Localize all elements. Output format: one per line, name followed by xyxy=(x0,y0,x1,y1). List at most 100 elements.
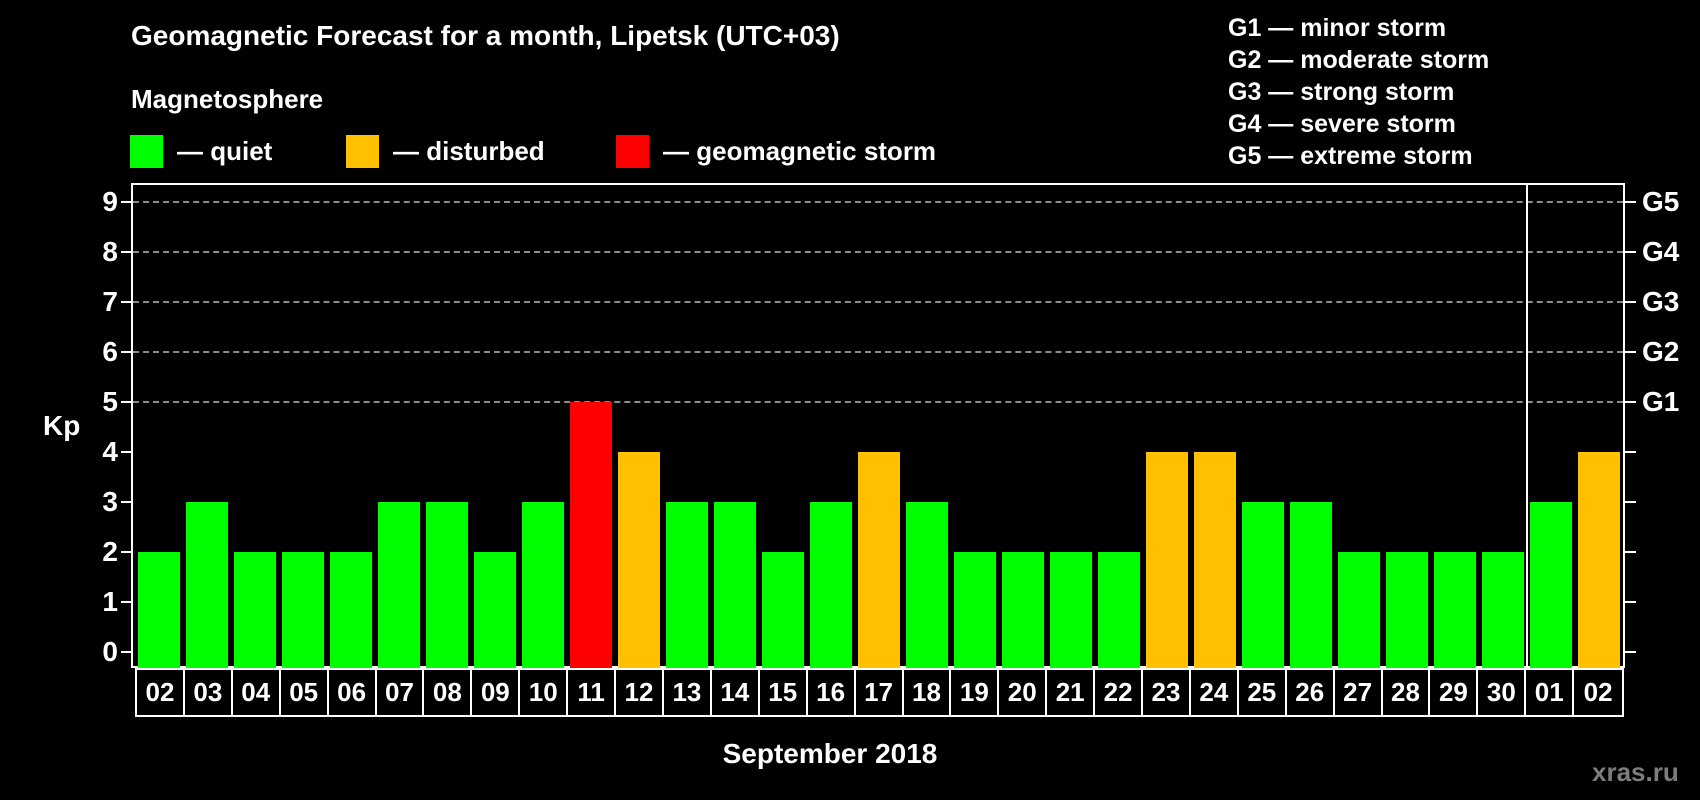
right-tick xyxy=(1625,251,1636,253)
kp-bar-quiet xyxy=(1530,502,1572,668)
kp-bar-quiet xyxy=(522,502,564,668)
kp-bar-quiet xyxy=(1050,552,1092,668)
x-tick-label: 26 xyxy=(1287,669,1335,715)
kp-bar-quiet xyxy=(762,552,804,668)
x-tick-label: 02 xyxy=(1583,676,1613,707)
x-tick-label: 02 xyxy=(137,669,185,715)
y-tick xyxy=(121,401,131,403)
kp-bar-quiet xyxy=(1434,552,1476,668)
gridline xyxy=(133,201,1623,203)
kp-bar-quiet xyxy=(234,552,276,668)
kp-bar-disturbed xyxy=(1578,452,1620,668)
kp-bar-quiet xyxy=(426,502,468,668)
kp-bar-quiet xyxy=(906,502,948,668)
x-tick-label: 09 xyxy=(472,669,521,715)
x-tick-label: 04 xyxy=(233,669,281,715)
storm-scale-item: G2 — moderate storm xyxy=(1228,46,1490,74)
x-tick-label: 29 xyxy=(1430,669,1479,715)
kp-bar-quiet xyxy=(186,502,228,668)
x-tick-label: 05 xyxy=(281,669,329,715)
x-tick-label: 22 xyxy=(1095,669,1144,715)
x-tick-label: 30 xyxy=(1478,669,1527,715)
x-axis-title-text: September 2018 xyxy=(722,738,938,769)
y-tick xyxy=(121,351,131,353)
storm-scale-item: G3 — strong storm xyxy=(1228,78,1455,106)
gridline xyxy=(133,401,1623,403)
kp-bar-quiet xyxy=(330,552,372,668)
storm-level-label: G5 xyxy=(1642,186,1680,217)
y-tick xyxy=(121,451,131,453)
y-tick xyxy=(121,601,131,603)
kp-bar-disturbed xyxy=(618,452,660,668)
month-divider xyxy=(1526,183,1528,668)
kp-bar-disturbed xyxy=(858,452,900,668)
x-tick-label: 07 xyxy=(377,669,425,715)
storm-scale-legend: G1 — minor storm G2 — moderate storm G3 … xyxy=(1228,12,1489,172)
x-axis-title: September 2018 xyxy=(0,738,1660,770)
x-tick-label: 01 xyxy=(1526,669,1575,715)
y-tick xyxy=(121,651,131,653)
y-tick-label: 7 xyxy=(102,286,118,317)
gridline xyxy=(133,251,1623,253)
storm-scale-item: G1 — minor storm xyxy=(1228,14,1447,42)
right-tick xyxy=(1625,601,1636,603)
legend-item-storm: — geomagnetic storm xyxy=(616,135,936,168)
x-tick-label: 15 xyxy=(760,669,808,715)
storm-scale-item: G5 — extreme storm xyxy=(1228,142,1473,170)
right-tick xyxy=(1625,451,1636,453)
x-tick-label: 18 xyxy=(904,669,952,715)
legend-label: — geomagnetic storm xyxy=(663,136,937,166)
x-tick-label: 12 xyxy=(616,669,664,715)
kp-bar-disturbed xyxy=(1194,452,1236,668)
right-tick xyxy=(1625,301,1636,303)
x-tick-label: 13 xyxy=(664,669,712,715)
right-tick xyxy=(1625,501,1636,503)
y-tick-label: 4 xyxy=(102,436,118,467)
kp-bar-quiet xyxy=(1338,552,1380,668)
gridline xyxy=(133,301,1623,303)
kp-bar-quiet xyxy=(1098,552,1140,668)
x-axis-labels: 02 03 04 05 06 07 08 09 10 11 12 13 14 15 16 17 18 19 20 21… xyxy=(135,669,1624,717)
kp-bar-quiet xyxy=(1290,502,1332,668)
y-tick-label: 3 xyxy=(102,486,118,517)
right-tick xyxy=(1625,201,1636,203)
watermark: xras.ru xyxy=(1592,757,1679,787)
legend-item-quiet: — quiet xyxy=(130,135,272,168)
y-tick-label: 0 xyxy=(102,636,118,667)
y-tick xyxy=(121,301,131,303)
kp-bar-disturbed xyxy=(1146,452,1188,668)
y-tick-label: 9 xyxy=(102,186,118,217)
x-tick-label: 16 xyxy=(808,669,856,715)
kp-bar-quiet xyxy=(1002,552,1044,668)
right-tick xyxy=(1625,551,1636,553)
chart-title: Geomagnetic Forecast for a month, Lipets… xyxy=(131,20,840,51)
x-tick-label: 06 xyxy=(329,669,377,715)
y-tick-label: 1 xyxy=(102,586,118,617)
x-tick-label: 08 xyxy=(424,669,473,715)
kp-bar-quiet xyxy=(138,552,180,668)
right-tick xyxy=(1625,651,1636,653)
kp-bar-quiet xyxy=(954,552,996,668)
legend-swatch-quiet xyxy=(130,135,163,168)
kp-bar-quiet xyxy=(474,552,516,668)
x-tick-label: 10 xyxy=(520,669,569,715)
legend-label: — quiet xyxy=(177,136,273,166)
storm-level-label: G1 xyxy=(1642,386,1680,417)
kp-bar-quiet xyxy=(282,552,324,668)
x-tick-label: 20 xyxy=(999,669,1048,715)
x-tick-label: 24 xyxy=(1191,669,1239,715)
kp-bar-quiet xyxy=(714,502,756,668)
y-tick-label: 2 xyxy=(102,536,118,567)
storm-level-label: G2 xyxy=(1642,336,1680,367)
kp-bar-quiet xyxy=(378,502,420,668)
x-tick-label: 17 xyxy=(856,669,904,715)
y-tick xyxy=(121,201,131,203)
kp-bar-quiet xyxy=(666,502,708,668)
y-axis-label: Kp xyxy=(43,410,81,441)
x-tick-label: 11 xyxy=(568,669,617,715)
x-tick-label: 19 xyxy=(951,669,1000,715)
y-tick xyxy=(121,501,131,503)
legend-label: — disturbed xyxy=(393,136,545,166)
legend-swatch-disturbed xyxy=(346,135,379,168)
x-tick-label: 28 xyxy=(1383,669,1431,715)
